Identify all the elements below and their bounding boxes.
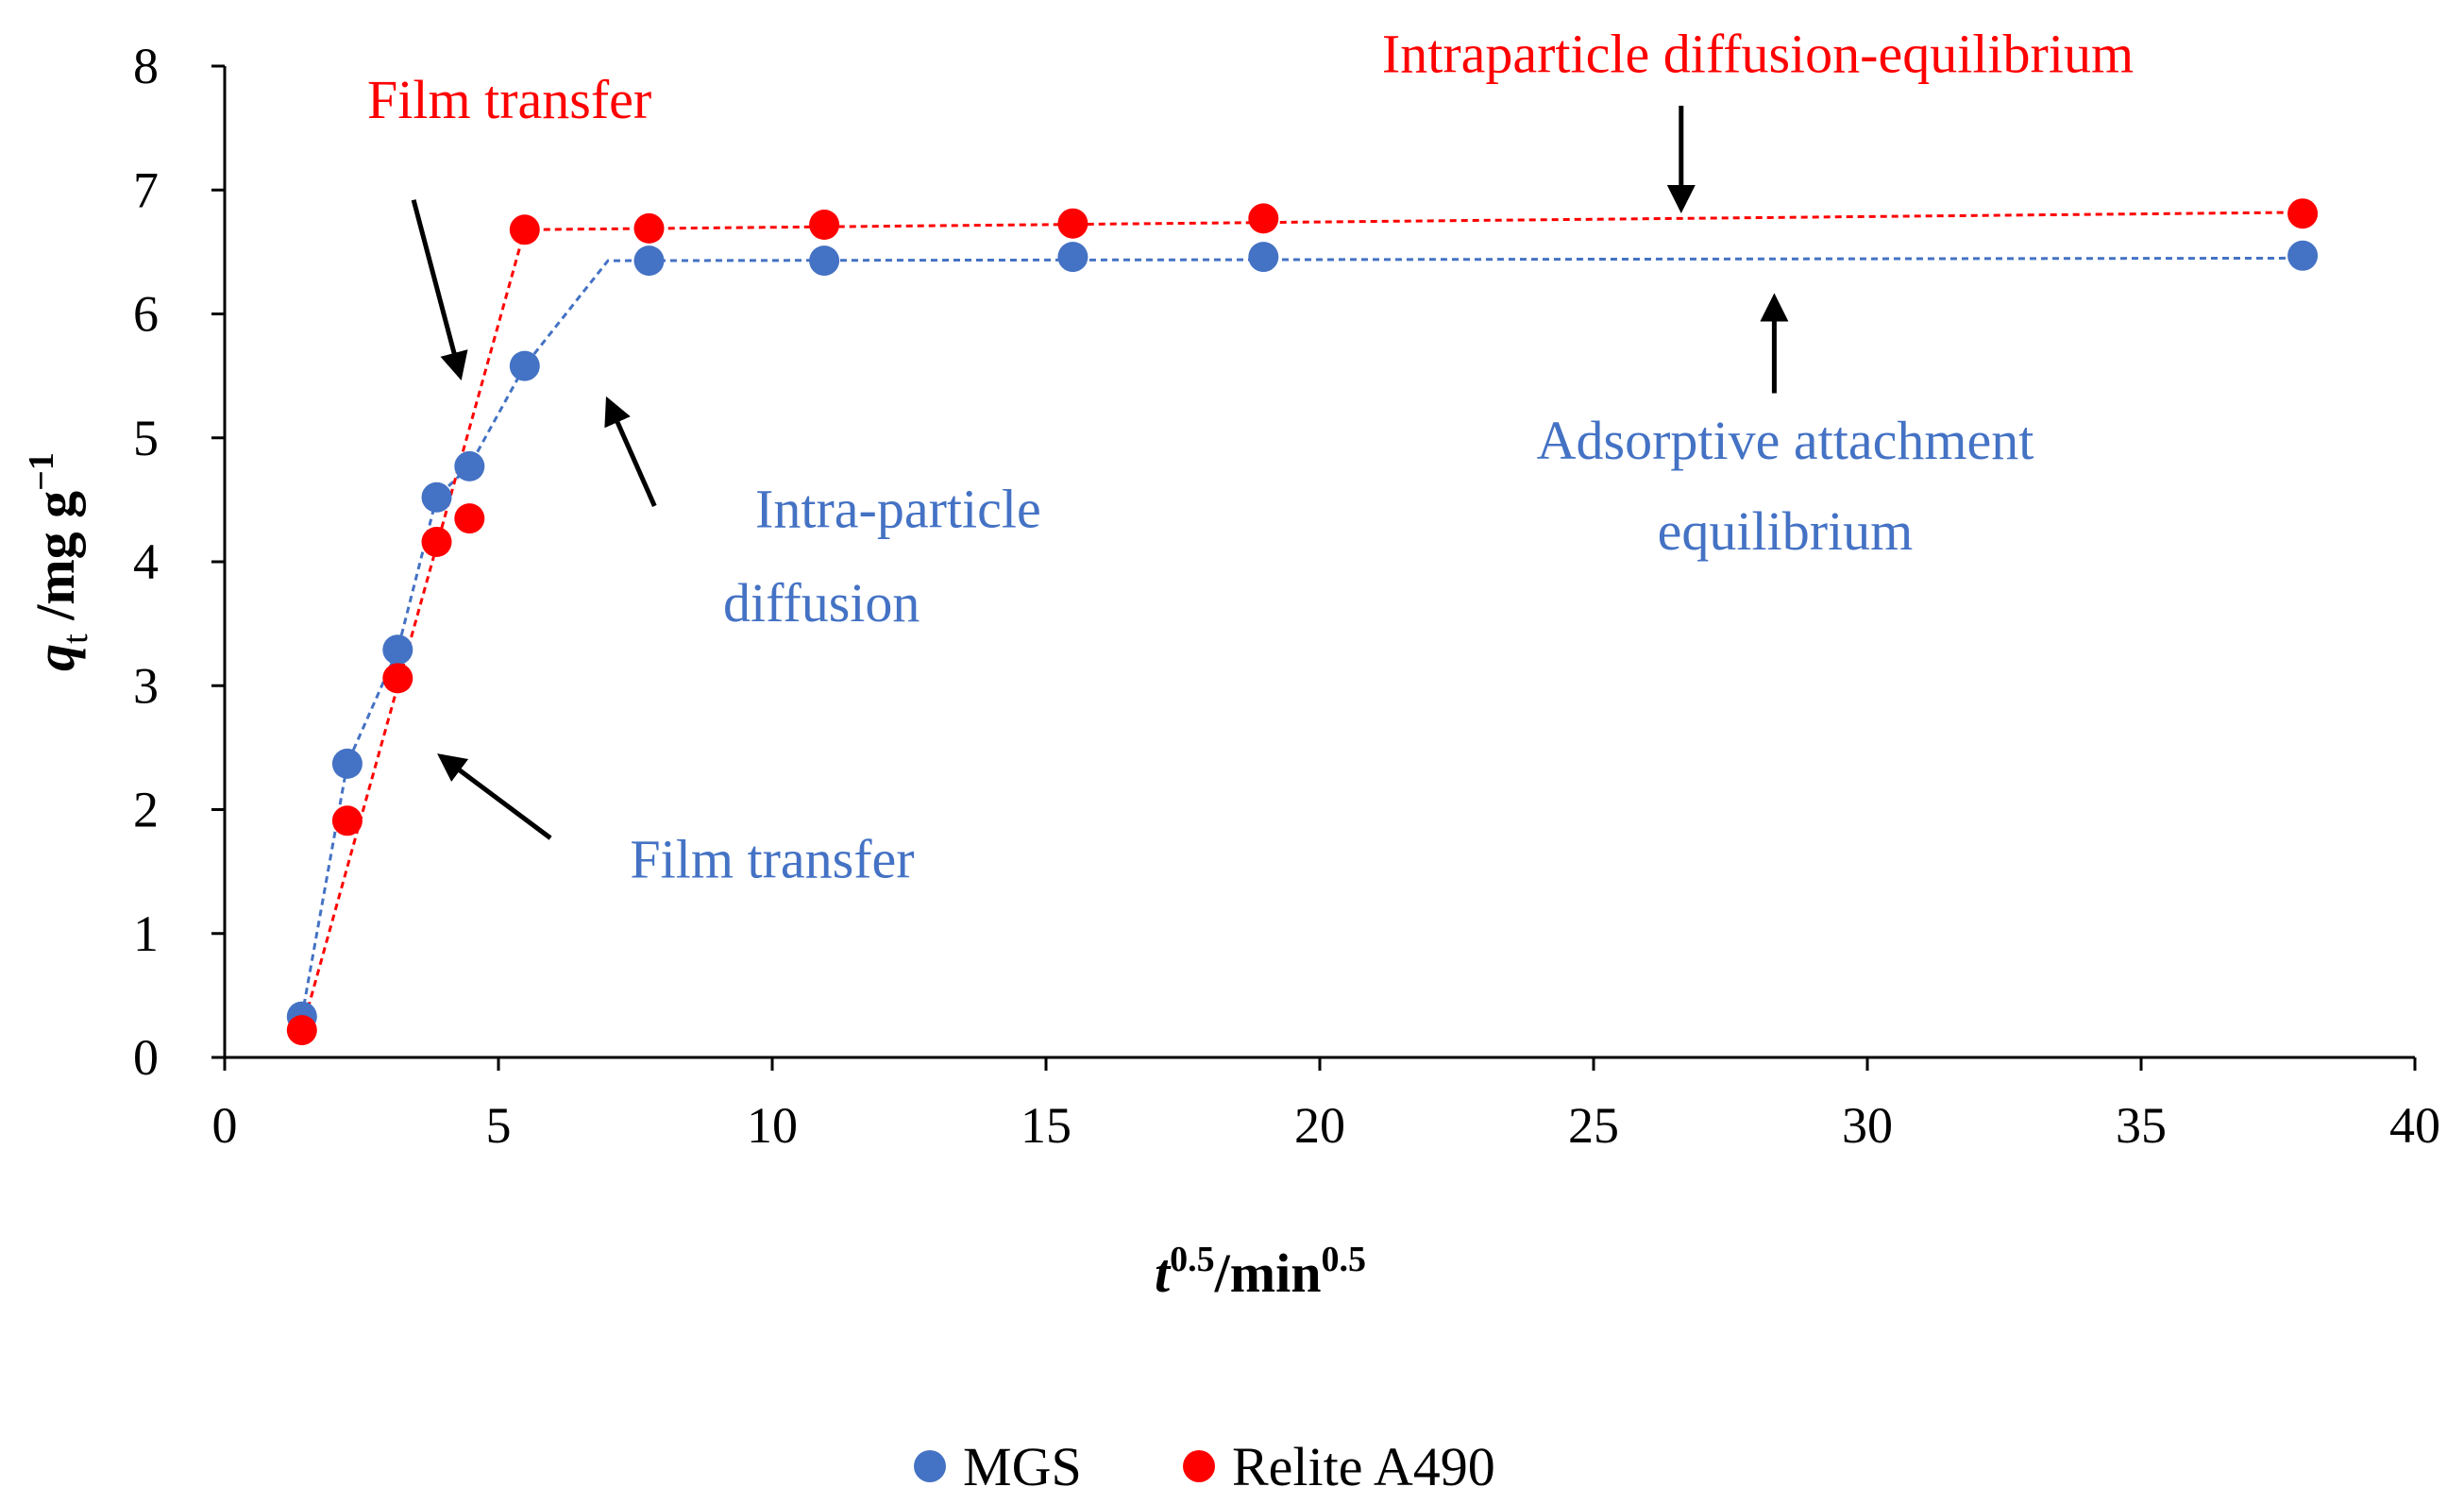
legend-marker-mgs [914, 1450, 946, 1482]
y-tick-label: 2 [133, 782, 159, 838]
y-tick-label: 0 [133, 1029, 159, 1086]
y-tick-label: 1 [133, 905, 159, 962]
trend-line-mgs [300, 256, 2304, 1017]
annotation-film-transfer-blue: Film transfer [630, 829, 914, 890]
x-tick-label: 0 [212, 1097, 238, 1154]
y-axis-title: qt /mg g−1 [22, 452, 95, 671]
trend-line-relite-a490 [300, 211, 2304, 1031]
annotations: Film transfer Intraparticle diffusion-equ… [367, 24, 2134, 890]
data-point-relite-a490 [454, 503, 485, 534]
x-axis-ticks: 0 5 10 15 20 25 30 35 40 [212, 1057, 2440, 1154]
annotation-intraparticle-equilibrium-red: Intraparticle diffusion-equilibrium [1382, 24, 2134, 85]
y-tick-label: 3 [133, 657, 159, 714]
data-point-mgs [2287, 240, 2319, 271]
data-point-relite-a490 [2287, 198, 2319, 229]
annotation-intra-particle-blue: Intra-particle [755, 478, 1041, 539]
legend: MGS Relite A490 [914, 1436, 1495, 1497]
legend-label-relite: Relite A490 [1232, 1436, 1495, 1497]
data-point-mgs [1248, 242, 1279, 273]
legend-marker-relite [1183, 1450, 1215, 1482]
y-tick-label: 4 [133, 533, 159, 590]
annotation-adsorptive-attachment-blue: Adsorptive attachment [1537, 410, 2034, 471]
x-tick-label: 5 [486, 1097, 512, 1154]
data-point-mgs [509, 350, 540, 381]
x-tick-label: 15 [1021, 1097, 1072, 1154]
data-points [286, 198, 2319, 1046]
annotation-film-transfer-red: Film transfer [367, 69, 651, 130]
arrow-film-transfer-blue [437, 753, 552, 840]
data-point-relite-a490 [809, 210, 840, 240]
annotation-equilibrium-blue: equilibrium [1658, 500, 1914, 562]
annotation-diffusion-blue: diffusion [723, 572, 920, 634]
trend-lines [300, 211, 2304, 1031]
data-point-mgs [421, 482, 452, 513]
x-axis-title: t0.5/min0.5 [1155, 1240, 1366, 1304]
data-point-relite-a490 [509, 214, 540, 245]
y-tick-label: 8 [133, 38, 159, 94]
arrow-film-transfer-red [411, 199, 468, 380]
data-point-mgs [633, 245, 665, 277]
data-point-mgs [382, 634, 413, 666]
data-point-relite-a490 [286, 1015, 317, 1046]
y-tick-label: 5 [133, 410, 159, 466]
x-tick-label: 20 [1294, 1097, 1345, 1154]
data-point-relite-a490 [1057, 208, 1089, 239]
legend-label-mgs: MGS [963, 1436, 1082, 1497]
x-tick-label: 35 [2116, 1097, 2167, 1154]
y-tick-label: 7 [133, 161, 159, 218]
data-point-relite-a490 [382, 663, 413, 694]
data-point-relite-a490 [633, 212, 665, 244]
data-point-relite-a490 [421, 527, 452, 557]
y-tick-label: 6 [133, 286, 159, 343]
data-point-mgs [809, 245, 840, 277]
data-point-mgs [1057, 242, 1089, 273]
arrow-intra-particle-blue [604, 396, 657, 507]
x-tick-label: 40 [2389, 1097, 2440, 1154]
data-point-relite-a490 [331, 805, 363, 836]
y-axis-ticks: 0 1 2 3 4 5 6 7 8 [133, 38, 225, 1086]
data-point-mgs [454, 450, 485, 482]
x-tick-label: 10 [747, 1097, 798, 1154]
data-point-mgs [331, 748, 363, 779]
data-point-relite-a490 [1248, 203, 1279, 234]
x-tick-label: 30 [1842, 1097, 1893, 1154]
x-tick-label: 25 [1568, 1097, 1619, 1154]
